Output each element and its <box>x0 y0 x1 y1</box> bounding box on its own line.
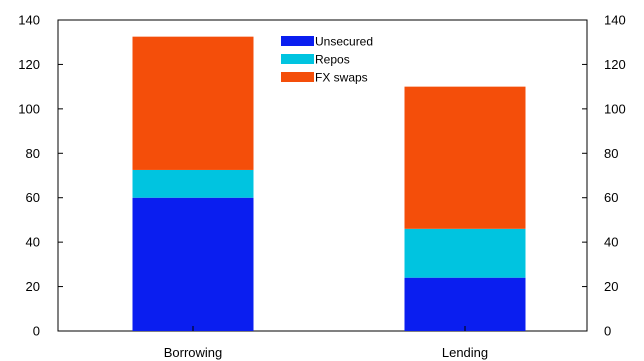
y-tick-label-left: 40 <box>26 235 40 250</box>
bar-lending-unsecured <box>404 277 526 331</box>
y-axis-left: 0 20 40 60 80 100 120 140 <box>18 13 63 339</box>
y-tick-label-left: 80 <box>26 146 40 161</box>
legend-label-fx-swaps: FX swaps <box>315 71 368 85</box>
legend-swatch-fx-swaps <box>281 72 314 82</box>
bar-lending-repos <box>404 228 526 278</box>
y-tick-label-left: 120 <box>18 57 40 72</box>
legend-label-unsecured: Unsecured <box>315 35 373 49</box>
plot-area <box>57 19 588 332</box>
bar-borrowing-unsecured <box>132 197 254 331</box>
legend: Unsecured Repos FX swaps <box>281 35 373 85</box>
legend-swatch-unsecured <box>281 36 314 46</box>
y-tick-label-left: 20 <box>26 279 40 294</box>
bar-lending-fx-swaps <box>404 86 526 229</box>
y-tick-label-left: 0 <box>33 324 40 339</box>
y-tick-label-right: 20 <box>604 279 618 294</box>
x-tick-label-lending: Lending <box>442 345 488 360</box>
x-axis: Borrowing Lending <box>164 326 488 360</box>
legend-label-repos: Repos <box>315 53 350 67</box>
y-tick-label-right: 140 <box>604 13 626 28</box>
bar-borrowing-fx-swaps <box>132 36 254 170</box>
y-tick-label-right: 60 <box>604 190 618 205</box>
y-tick-label-left: 100 <box>18 101 40 116</box>
bars <box>132 36 526 331</box>
x-tick-label-borrowing: Borrowing <box>164 345 223 360</box>
y-axis-right: 0 20 40 60 80 100 120 140 <box>582 13 626 339</box>
bar-borrowing-repos <box>132 169 254 198</box>
y-tick-label-right: 80 <box>604 146 618 161</box>
y-tick-label-left: 60 <box>26 190 40 205</box>
y-tick-label-right: 120 <box>604 57 626 72</box>
y-tick-label-left: 140 <box>18 13 40 28</box>
plot-frame <box>57 19 588 332</box>
y-tick-label-right: 100 <box>604 101 626 116</box>
legend-swatch-repos <box>281 54 314 64</box>
y-tick-label-right: 40 <box>604 235 618 250</box>
y-tick-label-right: 0 <box>604 324 611 339</box>
